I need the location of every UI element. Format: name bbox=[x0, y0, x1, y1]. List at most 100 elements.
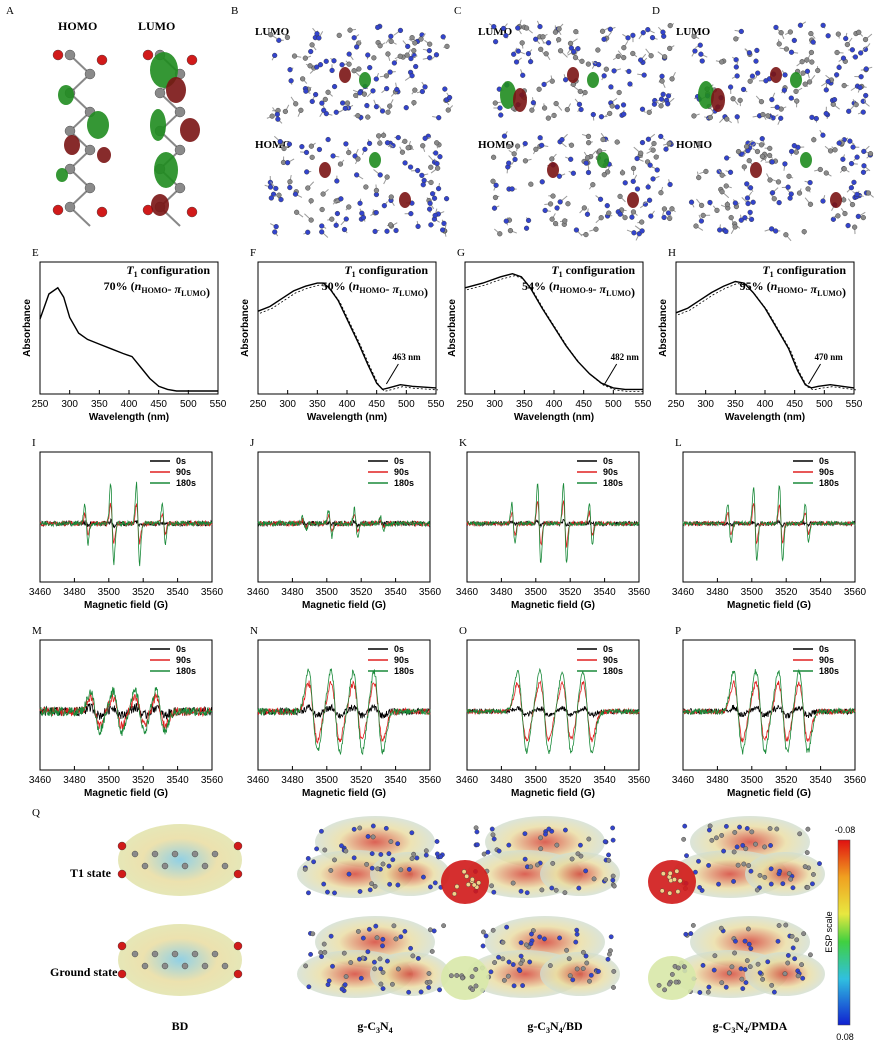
atom bbox=[418, 989, 424, 995]
atom bbox=[393, 227, 399, 234]
atom bbox=[303, 149, 310, 156]
atom bbox=[341, 226, 348, 233]
atom bbox=[498, 112, 504, 118]
legend-label: 180s bbox=[394, 666, 414, 676]
atom bbox=[860, 109, 866, 115]
esp-map bbox=[648, 816, 825, 904]
atom bbox=[409, 73, 415, 79]
atom bbox=[564, 947, 569, 953]
atom bbox=[601, 73, 607, 79]
atom bbox=[432, 880, 438, 886]
orbital-lobe bbox=[711, 88, 725, 112]
atom bbox=[117, 941, 127, 951]
atom bbox=[835, 213, 841, 219]
atom bbox=[492, 100, 498, 106]
atom bbox=[763, 78, 769, 84]
x-tick-label: 3460 bbox=[247, 775, 270, 786]
atom bbox=[734, 114, 740, 120]
x-tick-label: 3500 bbox=[98, 775, 121, 786]
atom bbox=[343, 216, 349, 222]
atom bbox=[343, 848, 349, 854]
atom bbox=[339, 62, 345, 68]
atom bbox=[734, 844, 740, 850]
atom bbox=[739, 151, 745, 157]
atom bbox=[353, 92, 359, 99]
config-title-sub: 1 bbox=[352, 270, 356, 279]
atom bbox=[161, 962, 169, 970]
atom bbox=[276, 37, 282, 43]
atom bbox=[767, 152, 773, 159]
legend-label: 180s bbox=[603, 478, 623, 488]
atom bbox=[294, 209, 300, 215]
atom bbox=[346, 61, 352, 67]
atom bbox=[734, 73, 740, 79]
atom bbox=[286, 141, 293, 147]
atom bbox=[740, 986, 746, 991]
atom bbox=[514, 143, 521, 149]
atom bbox=[743, 980, 749, 985]
atom bbox=[799, 59, 805, 65]
orbital-label: HOMO bbox=[676, 139, 712, 151]
transition-sub: LUMO bbox=[606, 289, 631, 298]
atom bbox=[522, 856, 528, 862]
atom bbox=[141, 962, 149, 970]
atom bbox=[834, 49, 840, 56]
atom bbox=[325, 982, 331, 988]
atom bbox=[850, 144, 856, 150]
atom bbox=[181, 962, 189, 970]
x-tick-label: 3540 bbox=[166, 775, 189, 786]
atom bbox=[648, 213, 654, 219]
atom bbox=[408, 945, 413, 951]
atom bbox=[634, 186, 641, 192]
atom bbox=[662, 987, 667, 993]
atom bbox=[342, 982, 348, 988]
atom bbox=[853, 102, 859, 108]
atom bbox=[572, 54, 579, 61]
atom bbox=[667, 45, 673, 52]
atom bbox=[573, 227, 580, 233]
x-tick-label: 300 bbox=[279, 399, 296, 410]
atom bbox=[488, 969, 494, 975]
atom bbox=[574, 966, 580, 972]
x-tick-label: 3520 bbox=[775, 775, 798, 786]
atom bbox=[378, 981, 384, 987]
epr-trace-180s bbox=[682, 668, 856, 755]
caption-sub: 4 bbox=[389, 1026, 393, 1035]
atom bbox=[406, 989, 412, 995]
atom bbox=[284, 34, 291, 41]
atom bbox=[788, 49, 795, 55]
atom bbox=[471, 882, 477, 888]
atom bbox=[659, 888, 665, 894]
atom bbox=[660, 29, 666, 35]
x-tick-label: 3540 bbox=[384, 775, 407, 786]
atom bbox=[719, 832, 725, 838]
atom bbox=[658, 103, 664, 109]
atom bbox=[380, 986, 386, 992]
orbital-panel-a: A HOMO LUMO bbox=[6, 5, 200, 227]
x-tick-label: 3480 bbox=[490, 775, 513, 786]
atom bbox=[300, 76, 306, 82]
atom bbox=[754, 47, 760, 54]
atom bbox=[746, 863, 752, 868]
atom bbox=[600, 136, 606, 143]
x-tick-label: 3460 bbox=[247, 587, 270, 598]
atom bbox=[732, 950, 737, 956]
atom bbox=[610, 825, 616, 831]
atom bbox=[675, 889, 681, 895]
atom bbox=[493, 39, 499, 45]
atom bbox=[696, 174, 702, 181]
atom bbox=[483, 933, 489, 939]
atom bbox=[650, 176, 656, 182]
atom bbox=[647, 162, 653, 168]
atom bbox=[435, 186, 442, 192]
esp-surface bbox=[370, 952, 450, 996]
transition-percent: 95% ( bbox=[740, 279, 771, 293]
atom bbox=[854, 191, 860, 197]
atom bbox=[848, 160, 855, 167]
atom bbox=[402, 928, 408, 934]
atom bbox=[669, 206, 675, 212]
atom bbox=[515, 25, 521, 31]
atom bbox=[653, 154, 659, 160]
atom bbox=[709, 837, 715, 843]
